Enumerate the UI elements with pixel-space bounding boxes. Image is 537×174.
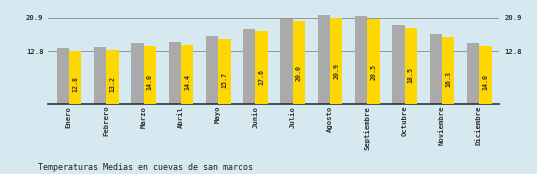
Bar (181, 45, 193, 104)
Bar (206, 36, 218, 104)
Bar (94, 47, 106, 104)
Text: 15.7: 15.7 (221, 72, 227, 88)
Bar (318, 15, 330, 104)
Bar (143, 46, 156, 104)
Bar (218, 39, 230, 104)
Text: 20.9: 20.9 (333, 64, 339, 80)
Bar (479, 46, 491, 104)
Bar (106, 50, 119, 104)
Bar (404, 28, 417, 104)
Bar (367, 19, 380, 104)
Bar (280, 19, 293, 104)
Bar (392, 25, 404, 104)
Bar (430, 34, 442, 104)
Bar (131, 44, 143, 104)
Text: Temperaturas Medias en cuevas de san marcos: Temperaturas Medias en cuevas de san mar… (38, 163, 252, 172)
Bar (169, 42, 181, 104)
Bar (256, 31, 268, 104)
Bar (355, 17, 367, 104)
Text: 14.0: 14.0 (482, 74, 488, 90)
Text: 20.5: 20.5 (371, 64, 376, 80)
Bar (467, 44, 479, 104)
Bar (293, 21, 305, 104)
Text: 18.5: 18.5 (408, 67, 414, 83)
Bar (57, 48, 69, 104)
Bar (330, 18, 343, 104)
Bar (442, 37, 454, 104)
Bar (69, 51, 82, 104)
Text: 20.0: 20.0 (296, 65, 302, 81)
Bar (243, 29, 256, 104)
Text: 13.2: 13.2 (110, 76, 115, 92)
Text: 12.8: 12.8 (72, 76, 78, 92)
Text: 14.4: 14.4 (184, 74, 190, 90)
Text: 17.6: 17.6 (259, 69, 265, 85)
Text: 14.0: 14.0 (147, 74, 153, 90)
Text: 16.3: 16.3 (445, 71, 451, 87)
